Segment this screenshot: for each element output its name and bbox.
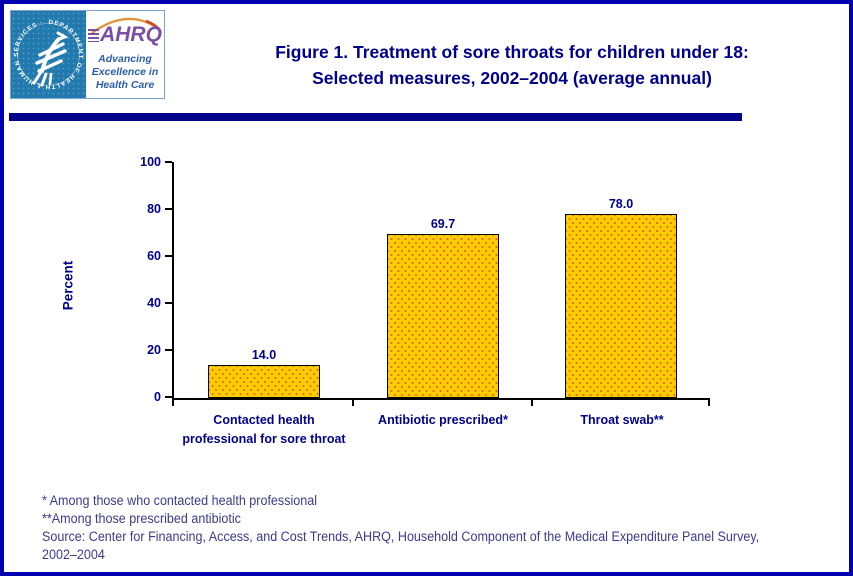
bar-contacted-health-professional [208, 365, 320, 398]
footnotes: * Among those who contacted health profe… [42, 492, 823, 564]
x-tick [708, 400, 710, 406]
y-tick [165, 255, 172, 257]
figure-title-line2: Selected measures, 2002–2004 (average an… [312, 68, 712, 88]
x-tick [352, 400, 354, 406]
bar-group-antibiotic: 69.7 [387, 217, 499, 398]
source-note-line1: Source: Center for Financing, Access, an… [42, 529, 760, 544]
y-axis-title: Percent [60, 260, 76, 311]
source-note-line2: 2002–2004 [42, 547, 105, 562]
hhs-seal: DEPARTMENT OF HEALTH & HUMAN SERVICES · … [11, 11, 86, 98]
y-tick [165, 161, 172, 163]
y-tick [165, 396, 172, 398]
bar-throat-swab [565, 214, 677, 398]
bar-antibiotic-prescribed [387, 234, 499, 398]
x-tick [172, 400, 174, 406]
y-tick-label: 0 [154, 390, 161, 404]
y-tick [165, 302, 172, 304]
footnote-asterisk: * Among those who contacted health profe… [42, 493, 318, 508]
bar-group-throat-swab: 78.0 [565, 197, 677, 398]
x-tick [531, 400, 533, 406]
y-tick-label: 100 [140, 155, 161, 169]
category-label-antibiotic: Antibiotic prescribed* [378, 413, 508, 427]
bar-chart-plot: 100 80 60 40 20 0 14.0 69.7 78.0 Contact… [140, 155, 710, 446]
figure-title: Figure 1. Treatment of sore throats for … [179, 39, 845, 91]
header-rule [9, 113, 742, 121]
y-tick-label: 80 [147, 202, 161, 216]
ahrq-logo-panel: AHRQ Advancing Excellence in Health Care [86, 11, 164, 98]
ahrq-speedlines-icon [88, 28, 100, 42]
bar-value-label: 78.0 [608, 197, 634, 211]
bar-group-contacted: 14.0 [208, 348, 320, 398]
ahrq-acronym: AHRQ [100, 23, 162, 46]
y-tick-label: 60 [147, 249, 161, 263]
bar-value-label: 69.7 [430, 217, 456, 231]
y-tick [165, 349, 172, 351]
ahrq-tagline: Advancing Excellence in Health Care [91, 53, 159, 91]
y-tick [165, 208, 172, 210]
category-label-throat-swab: Throat swab** [580, 413, 664, 427]
bar-value-label: 14.0 [251, 348, 277, 362]
ahrq-hhs-logo: DEPARTMENT OF HEALTH & HUMAN SERVICES · … [10, 10, 165, 99]
y-tick-label: 40 [147, 296, 161, 310]
figure-title-line1: Figure 1. Treatment of sore throats for … [275, 42, 749, 62]
footnote-double-asterisk: **Among those prescribed antibiotic [42, 511, 241, 526]
category-label-contacted: Contacted health professional for sore t… [182, 413, 346, 446]
y-tick-label: 20 [147, 343, 161, 357]
hhs-eagle-icon: DEPARTMENT OF HEALTH & HUMAN SERVICES · … [11, 11, 83, 90]
